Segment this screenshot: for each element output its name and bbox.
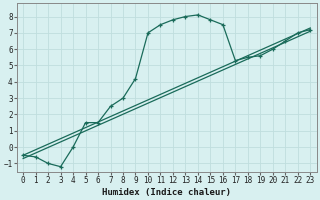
X-axis label: Humidex (Indice chaleur): Humidex (Indice chaleur) bbox=[102, 188, 231, 197]
